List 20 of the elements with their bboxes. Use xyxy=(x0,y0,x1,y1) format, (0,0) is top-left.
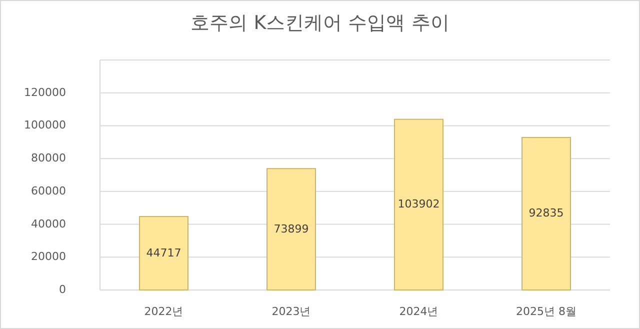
data-label: 103902 xyxy=(398,198,440,211)
bar xyxy=(139,216,188,290)
y-tick-label: 20000 xyxy=(31,250,66,264)
y-tick-label: 100000 xyxy=(24,118,66,132)
y-tick-label: 120000 xyxy=(24,86,66,99)
x-tick-label: 2022년 xyxy=(144,305,184,318)
x-tick-label: 2023년 xyxy=(272,305,311,318)
y-tick-label: 0 xyxy=(59,283,66,296)
bar xyxy=(394,118,444,290)
chart-title: 호주의 K스킨케어 수입액 추이 xyxy=(190,12,450,34)
x-tick-label: 2025년 8월 xyxy=(516,305,576,318)
bar xyxy=(522,136,571,290)
data-label: 73899 xyxy=(274,222,309,236)
bar xyxy=(266,168,316,290)
y-tick-label: 80000 xyxy=(31,152,66,165)
data-label: 92835 xyxy=(528,206,564,220)
data-label: 44717 xyxy=(146,246,182,260)
y-tick-label: 60000 xyxy=(31,184,66,198)
y-tick-label: 40000 xyxy=(31,217,66,230)
x-tick-label: 2024년 xyxy=(399,305,438,318)
